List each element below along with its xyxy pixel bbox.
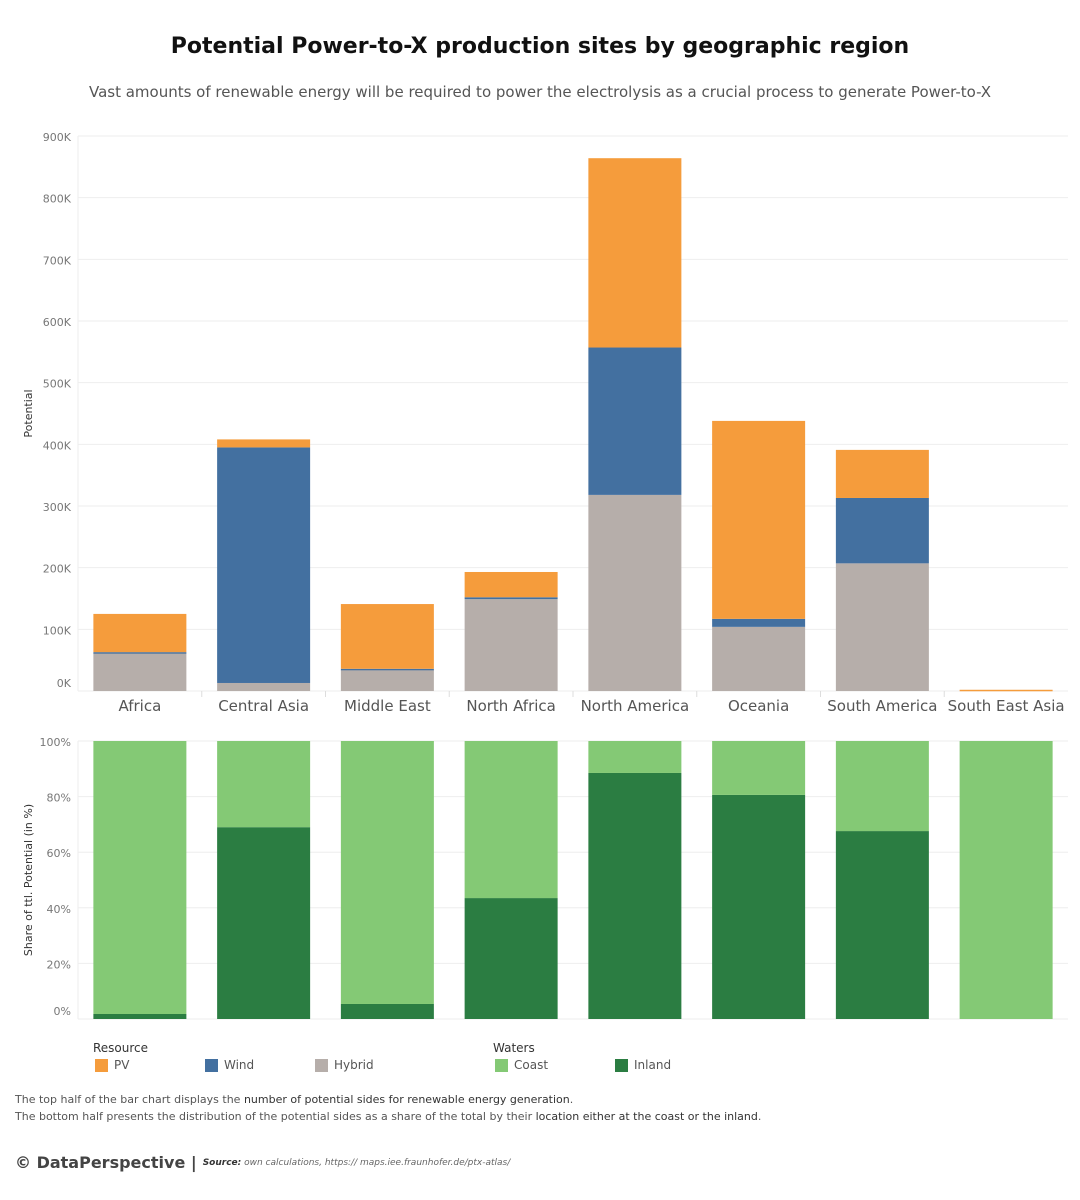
- bar-hybrid: [217, 682, 311, 691]
- y-tick-label: 500K: [43, 378, 72, 391]
- bar-pv: [835, 449, 929, 498]
- category-label: North Africa: [466, 697, 556, 715]
- legend-swatch: [495, 1058, 508, 1072]
- legend-item-inland[interactable]: Inland: [615, 1058, 671, 1072]
- legend-item-pv[interactable]: PV: [95, 1058, 129, 1072]
- legend-item-coast[interactable]: Coast: [495, 1058, 548, 1072]
- bar-pv: [340, 604, 434, 669]
- category-label: Oceania: [728, 697, 789, 715]
- bar-hybrid: [835, 563, 929, 691]
- y-tick-label: 60%: [47, 847, 71, 860]
- legend-swatch: [95, 1058, 108, 1072]
- bar-inland: [464, 898, 558, 1019]
- bar-coast: [712, 741, 806, 795]
- note-line-2: The bottom half presents the distributio…: [15, 1110, 762, 1123]
- y-axis-title: Potential: [22, 389, 35, 437]
- bar-coast: [588, 741, 682, 773]
- legend-label: Coast: [514, 1058, 549, 1072]
- legend-label: Hybrid: [334, 1058, 374, 1072]
- legend-swatch: [205, 1058, 218, 1072]
- bar-inland: [217, 827, 311, 1019]
- bar-pv: [217, 439, 311, 448]
- bar-inland: [340, 1003, 434, 1019]
- bar-pv: [959, 689, 1053, 692]
- note-line-1: The top half of the bar chart displays t…: [15, 1093, 574, 1106]
- y-tick-label: 300K: [43, 501, 72, 514]
- bar-pv: [712, 420, 806, 619]
- bar-hybrid: [464, 599, 558, 691]
- y-tick-label: 40%: [47, 903, 71, 916]
- legend-label: PV: [114, 1058, 130, 1072]
- y-tick-label: 900K: [43, 131, 72, 144]
- chart-svg: 0K 100K 200K 300K 400K 500K 600K 700K 800K 900K Po…: [22, 131, 1068, 1020]
- footer: © DataPerspective | Source: own calculat…: [15, 1153, 510, 1172]
- bar-inland: [93, 1013, 187, 1019]
- bar-inland: [835, 831, 929, 1019]
- legend-resource-title: Resource: [93, 1041, 149, 1055]
- bar-wind: [93, 652, 187, 654]
- y-tick-label: 700K: [43, 254, 72, 267]
- legend-waters-title: Waters: [493, 1041, 535, 1055]
- category-label: Africa: [118, 697, 161, 715]
- bar-pv: [588, 158, 682, 348]
- bar-hybrid: [588, 494, 682, 691]
- bar-wind: [588, 347, 682, 495]
- category-label: South America: [827, 697, 937, 715]
- bar-hybrid: [93, 653, 187, 691]
- y-tick-label: 400K: [43, 439, 72, 452]
- bar-pv: [464, 571, 558, 598]
- bar-inland: [712, 794, 806, 1019]
- bar-wind: [464, 597, 558, 600]
- category-label: South East Asia: [948, 697, 1065, 715]
- y-tick-label: 20%: [47, 958, 71, 971]
- y-tick-label: 80%: [47, 792, 71, 805]
- brand-logo: © DataPerspective |: [15, 1153, 197, 1172]
- bar-coast: [835, 741, 929, 832]
- bar-hybrid: [712, 626, 806, 691]
- bar-wind: [712, 618, 806, 627]
- source-text: Source: own calculations, https:// maps.…: [202, 1157, 511, 1168]
- y-tick-label: 100%: [40, 736, 71, 749]
- bar-inland: [588, 772, 682, 1019]
- y-tick-label: 0%: [54, 1005, 71, 1018]
- bar-wind: [340, 668, 434, 671]
- bar-coast: [959, 741, 1053, 1019]
- legend-swatch: [615, 1058, 628, 1072]
- y-tick-label: 800K: [43, 193, 72, 206]
- chart-title: Potential Power-to-X production sites by…: [170, 34, 910, 59]
- y-tick-label: 100K: [43, 624, 72, 637]
- bar-wind: [835, 497, 929, 564]
- category-label: Middle East: [344, 697, 431, 715]
- y-tick-label: 600K: [43, 316, 72, 329]
- legend-item-hybrid[interactable]: Hybrid: [315, 1058, 374, 1072]
- legend-item-wind[interactable]: Wind: [205, 1058, 254, 1072]
- bar-hybrid: [340, 670, 434, 691]
- y-tick-label: 0K: [57, 677, 72, 690]
- bar-coast: [340, 741, 434, 1004]
- bar-coast: [464, 741, 558, 899]
- bar-coast: [93, 741, 187, 1014]
- bar-coast: [217, 741, 311, 828]
- bar-pv: [93, 613, 187, 653]
- y-axis-title: Share of ttl. Potential (in %): [22, 804, 35, 956]
- category-label: Central Asia: [218, 697, 309, 715]
- chart-subtitle: Vast amounts of renewable energy will be…: [88, 83, 992, 101]
- legend-swatch: [315, 1058, 328, 1072]
- legend-label: Wind: [224, 1058, 255, 1072]
- legend-label: Inland: [634, 1058, 672, 1072]
- bar-wind: [217, 447, 311, 683]
- category-label: North America: [581, 697, 690, 715]
- y-tick-label: 200K: [43, 563, 72, 576]
